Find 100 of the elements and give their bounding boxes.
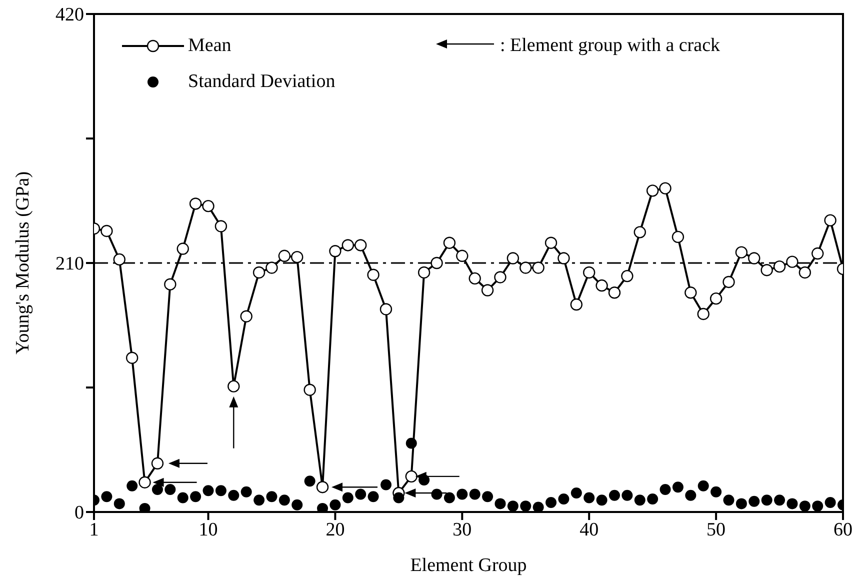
point	[608, 286, 621, 299]
point	[266, 491, 278, 502]
point	[786, 256, 798, 268]
x-tick-label: 20	[326, 519, 345, 540]
x-axis-title: Element Group	[410, 555, 527, 576]
y-tick-label: 420	[56, 4, 84, 26]
point	[710, 486, 722, 498]
point	[329, 245, 342, 258]
point	[114, 498, 125, 510]
point	[152, 484, 163, 495]
point	[393, 492, 404, 504]
point	[736, 498, 747, 510]
annotation: : Element group with a crack	[500, 35, 721, 56]
point	[583, 266, 596, 279]
point	[317, 502, 328, 512]
y-axis-title: Young's Modulus (GPa)	[12, 171, 34, 355]
point	[468, 272, 481, 285]
point	[380, 303, 392, 316]
point	[405, 470, 418, 483]
point	[723, 494, 734, 506]
point	[177, 492, 188, 504]
point	[189, 198, 202, 210]
point	[304, 476, 316, 487]
point	[292, 499, 303, 510]
point	[761, 494, 772, 506]
point	[330, 499, 341, 510]
point	[304, 384, 316, 396]
point	[291, 250, 304, 264]
point	[634, 226, 646, 238]
point	[151, 457, 164, 470]
point	[215, 485, 226, 496]
point	[342, 492, 354, 504]
point	[596, 494, 608, 506]
point	[240, 486, 252, 498]
point	[812, 500, 824, 512]
point	[774, 494, 786, 506]
y-tick-label: 0	[74, 502, 84, 524]
point	[164, 484, 176, 495]
point	[456, 250, 468, 262]
point	[798, 266, 812, 279]
point	[558, 493, 570, 504]
x-tick-label: 50	[706, 519, 726, 540]
point	[659, 182, 672, 194]
point	[773, 260, 786, 273]
point	[278, 494, 290, 506]
point	[685, 490, 696, 501]
point	[698, 480, 709, 492]
point	[546, 497, 557, 508]
point	[735, 246, 748, 258]
point	[481, 284, 494, 296]
point	[316, 481, 329, 494]
point	[380, 479, 392, 490]
point	[634, 494, 646, 506]
point	[228, 380, 240, 392]
point	[520, 262, 532, 274]
x-tick-label: 30	[452, 519, 472, 540]
point	[456, 488, 468, 500]
point	[786, 498, 798, 510]
point	[799, 500, 810, 512]
point	[240, 310, 252, 322]
point	[684, 286, 697, 299]
point	[444, 492, 455, 504]
point	[824, 497, 836, 508]
point	[646, 184, 659, 197]
point	[672, 230, 684, 244]
point	[558, 252, 570, 264]
point	[354, 239, 367, 252]
point	[418, 266, 430, 279]
point	[139, 502, 150, 512]
point	[266, 262, 278, 274]
point	[647, 493, 658, 504]
point	[760, 264, 773, 276]
legend-label: Standard Deviation	[188, 70, 336, 94]
point	[126, 480, 138, 492]
point	[443, 236, 456, 249]
point	[710, 292, 722, 305]
x-tick-label: 10	[198, 519, 218, 540]
point	[544, 236, 558, 249]
point	[228, 490, 240, 501]
point	[252, 266, 266, 279]
point	[596, 279, 608, 292]
point	[368, 491, 379, 502]
point	[494, 271, 506, 284]
point	[367, 268, 380, 281]
point	[138, 476, 151, 488]
point	[722, 276, 735, 288]
x-tick-label: 1	[89, 519, 99, 540]
point	[469, 488, 480, 500]
point	[812, 247, 824, 260]
point	[748, 252, 760, 264]
y-tick-label: 210	[56, 254, 84, 275]
x-tick-label: 40	[580, 519, 599, 540]
point	[570, 298, 583, 311]
point	[113, 253, 126, 266]
point	[494, 498, 506, 510]
point	[430, 256, 443, 270]
legend-label: Mean	[188, 34, 232, 58]
point	[697, 308, 710, 320]
point	[202, 485, 214, 496]
point	[100, 224, 113, 238]
